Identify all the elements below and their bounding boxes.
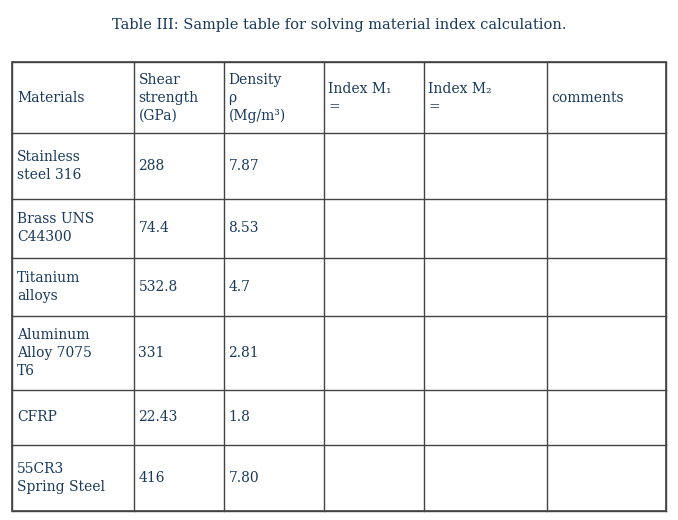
Text: Shear
strength
(GPa): Shear strength (GPa) xyxy=(138,73,199,123)
Text: 7.80: 7.80 xyxy=(228,471,259,485)
Text: Index M₁
=: Index M₁ = xyxy=(328,82,392,114)
Text: Table III: Sample table for solving material index calculation.: Table III: Sample table for solving mate… xyxy=(112,18,566,32)
Text: Aluminum
Alloy 7075
T6: Aluminum Alloy 7075 T6 xyxy=(17,328,92,378)
Text: 22.43: 22.43 xyxy=(138,410,178,424)
Text: 8.53: 8.53 xyxy=(228,222,259,236)
Text: Stainless
steel 316: Stainless steel 316 xyxy=(17,150,81,182)
Text: Materials: Materials xyxy=(17,91,85,105)
Bar xyxy=(12,62,666,511)
Text: 7.87: 7.87 xyxy=(228,159,259,173)
Text: 532.8: 532.8 xyxy=(138,280,178,294)
Text: Brass UNS
C44300: Brass UNS C44300 xyxy=(17,213,94,244)
Text: 1.8: 1.8 xyxy=(228,410,250,424)
Text: Density
ρ
(Mg/m³): Density ρ (Mg/m³) xyxy=(228,73,285,123)
Text: 331: 331 xyxy=(138,346,165,360)
Text: Titanium
alloys: Titanium alloys xyxy=(17,271,80,303)
Text: 2.81: 2.81 xyxy=(228,346,259,360)
Text: CFRP: CFRP xyxy=(17,410,57,424)
Text: 4.7: 4.7 xyxy=(228,280,250,294)
Text: Index M₂
=: Index M₂ = xyxy=(428,82,492,114)
Text: 416: 416 xyxy=(138,471,165,485)
Text: 288: 288 xyxy=(138,159,165,173)
Text: 74.4: 74.4 xyxy=(138,222,170,236)
Text: 55CR3
Spring Steel: 55CR3 Spring Steel xyxy=(17,462,105,493)
Text: comments: comments xyxy=(551,91,624,105)
